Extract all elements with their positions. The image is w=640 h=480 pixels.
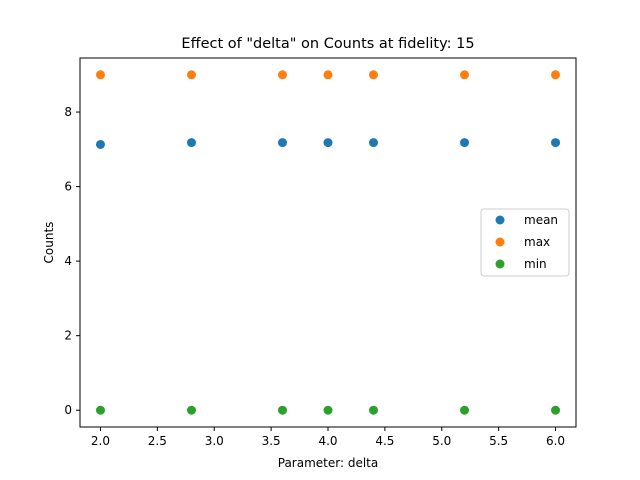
plot-frame <box>79 57 577 428</box>
legend: mean max min <box>480 208 570 277</box>
data-point-max <box>460 70 470 80</box>
data-point-min <box>277 405 287 415</box>
data-point-min <box>323 405 333 415</box>
data-point-mean <box>186 138 196 148</box>
series-mean <box>95 138 561 149</box>
y-tick-label: 8 <box>64 105 72 119</box>
data-point-mean <box>323 138 333 148</box>
y-tick-label: 6 <box>64 180 72 194</box>
x-tick-label: 5.0 <box>432 434 451 448</box>
legend-marker-max <box>495 237 505 247</box>
data-point-mean <box>551 138 561 148</box>
data-point-min <box>95 405 105 415</box>
data-point-mean <box>95 139 105 149</box>
data-point-min <box>460 405 470 415</box>
data-point-max <box>323 70 333 80</box>
x-tick-label: 4.0 <box>318 434 337 448</box>
data-point-mean <box>369 138 379 148</box>
x-tick-label: 2.0 <box>91 434 110 448</box>
data-point-mean <box>460 138 470 148</box>
y-tick-label: 4 <box>64 254 72 268</box>
data-point-max <box>369 70 379 80</box>
data-point-max <box>551 70 561 80</box>
x-tick-label: 2.5 <box>148 434 167 448</box>
data-points-layer <box>95 70 561 415</box>
y-tick-label: 0 <box>64 403 72 417</box>
data-point-min <box>551 405 561 415</box>
series-min <box>95 405 561 415</box>
x-axis-ticks: 2.0 2.5 3.0 3.5 4.0 4.5 5.0 5.5 6.0 <box>91 427 565 448</box>
legend-label-min: min <box>524 257 547 271</box>
legend-label-mean: mean <box>524 213 558 227</box>
legend-label-max: max <box>524 235 550 249</box>
x-tick-label: 3.5 <box>262 434 281 448</box>
legend-marker-mean <box>495 215 505 225</box>
x-tick-label: 4.5 <box>375 434 394 448</box>
series-max <box>95 70 561 80</box>
data-point-max <box>95 70 105 80</box>
legend-frame <box>480 208 570 277</box>
chart-title: Effect of "delta" on Counts at fidelity:… <box>181 36 474 52</box>
y-tick-label: 2 <box>64 329 72 343</box>
y-axis-title: Counts <box>42 222 56 264</box>
x-tick-label: 5.5 <box>489 434 508 448</box>
x-tick-label: 3.0 <box>205 434 224 448</box>
data-point-mean <box>277 138 287 148</box>
x-axis-title: Parameter: delta <box>278 456 378 470</box>
y-axis-ticks: 0 2 4 6 8 <box>64 105 80 417</box>
data-point-max <box>186 70 196 80</box>
legend-marker-min <box>495 259 505 269</box>
data-point-min <box>369 405 379 415</box>
data-point-min <box>186 405 196 415</box>
data-point-max <box>277 70 287 80</box>
x-tick-label: 6.0 <box>546 434 565 448</box>
